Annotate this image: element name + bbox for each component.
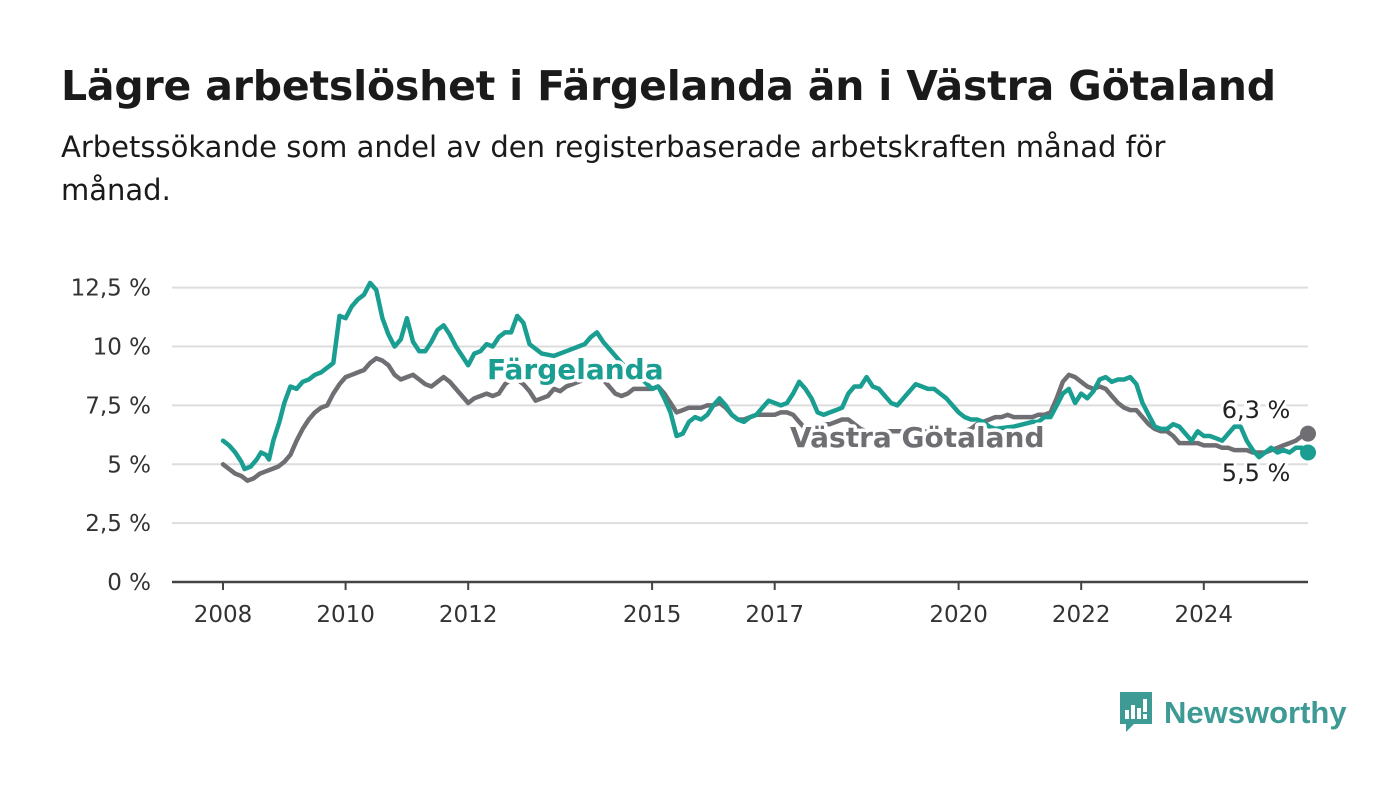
y-tick-label: 0 %	[107, 570, 151, 596]
y-tick-label: 2,5 %	[85, 511, 151, 537]
fargelanda-line	[220, 280, 1311, 472]
fargelanda-end-dot	[1300, 444, 1317, 461]
y-tick-label: 7,5 %	[85, 393, 151, 419]
x-tick-label: 2020	[929, 602, 988, 628]
gridlines	[172, 286, 1308, 584]
y-tick-label: 12,5 %	[71, 276, 151, 302]
x-tick-label: 2017	[745, 602, 804, 628]
vastra-gotaland-series-label: Västra Götaland	[790, 421, 1045, 454]
newsworthy-logo: Newsworthy	[1118, 690, 1347, 736]
newsworthy-logo-icon	[1120, 692, 1152, 732]
chart-subtitle: Arbetssökande som andel av den registerb…	[61, 130, 1166, 207]
x-tick-label: 2010	[316, 602, 375, 628]
x-axis-tick-labels: 2008 2010 2012 2015 2017 2020 2022 2024	[194, 582, 1233, 628]
vastra-gotaland-end-label: 6,3 %	[1222, 396, 1291, 424]
y-tick-label: 5 %	[107, 452, 151, 478]
series-lines	[220, 280, 1317, 483]
chart-title: Lägre arbetslöshet i Färgelanda än i Väs…	[61, 62, 1276, 110]
fargelanda-series-label: Färgelanda	[487, 353, 664, 386]
fargelanda-end-label: 5,5 %	[1222, 459, 1291, 487]
vastra-gotaland-end-dot	[1300, 425, 1317, 442]
y-axis-tick-labels: 0 % 2,5 % 5 % 7,5 % 10 % 12,5 %	[71, 276, 151, 596]
brand-name: Newsworthy	[1164, 695, 1347, 730]
x-tick-label: 2015	[623, 602, 682, 628]
vastra-gotaland-line	[220, 356, 1311, 483]
x-tick-label: 2024	[1175, 602, 1234, 628]
y-tick-label: 10 %	[93, 335, 151, 361]
x-tick-label: 2022	[1052, 602, 1111, 628]
x-tick-label: 2008	[194, 602, 253, 628]
x-tick-label: 2012	[439, 602, 498, 628]
series-labels: Färgelanda Västra Götaland 6,3 % 5,5 %	[484, 350, 1294, 491]
